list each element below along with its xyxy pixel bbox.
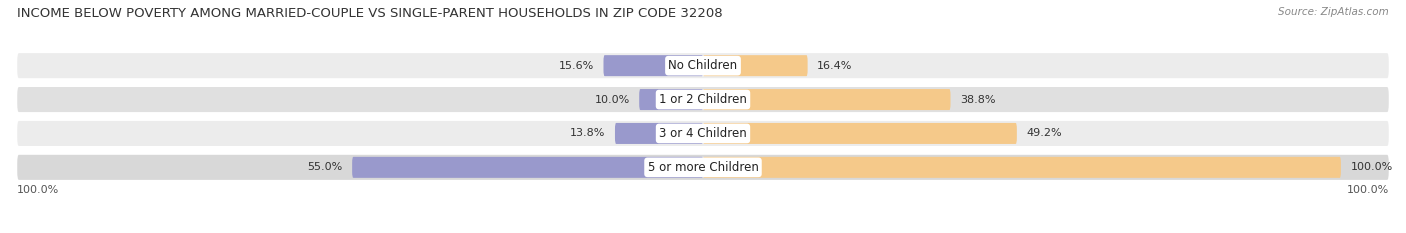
- FancyBboxPatch shape: [614, 123, 703, 144]
- Text: 100.0%: 100.0%: [17, 185, 59, 195]
- FancyBboxPatch shape: [703, 157, 1341, 178]
- Text: 38.8%: 38.8%: [960, 95, 995, 105]
- FancyBboxPatch shape: [17, 121, 1389, 146]
- Text: Source: ZipAtlas.com: Source: ZipAtlas.com: [1278, 7, 1389, 17]
- FancyBboxPatch shape: [17, 53, 1389, 78]
- Text: 3 or 4 Children: 3 or 4 Children: [659, 127, 747, 140]
- Text: INCOME BELOW POVERTY AMONG MARRIED-COUPLE VS SINGLE-PARENT HOUSEHOLDS IN ZIP COD: INCOME BELOW POVERTY AMONG MARRIED-COUPL…: [17, 7, 723, 20]
- Text: 5 or more Children: 5 or more Children: [648, 161, 758, 174]
- Text: 15.6%: 15.6%: [558, 61, 593, 71]
- Text: 100.0%: 100.0%: [1347, 185, 1389, 195]
- Text: 10.0%: 10.0%: [595, 95, 630, 105]
- FancyBboxPatch shape: [703, 55, 807, 76]
- FancyBboxPatch shape: [703, 89, 950, 110]
- Text: 55.0%: 55.0%: [308, 162, 343, 172]
- FancyBboxPatch shape: [640, 89, 703, 110]
- Text: 49.2%: 49.2%: [1026, 128, 1062, 138]
- Text: No Children: No Children: [668, 59, 738, 72]
- FancyBboxPatch shape: [352, 157, 703, 178]
- Text: 100.0%: 100.0%: [1351, 162, 1393, 172]
- FancyBboxPatch shape: [17, 87, 1389, 112]
- Text: 13.8%: 13.8%: [569, 128, 606, 138]
- Text: 1 or 2 Children: 1 or 2 Children: [659, 93, 747, 106]
- Text: 16.4%: 16.4%: [817, 61, 852, 71]
- FancyBboxPatch shape: [17, 155, 1389, 180]
- FancyBboxPatch shape: [703, 123, 1017, 144]
- FancyBboxPatch shape: [603, 55, 703, 76]
